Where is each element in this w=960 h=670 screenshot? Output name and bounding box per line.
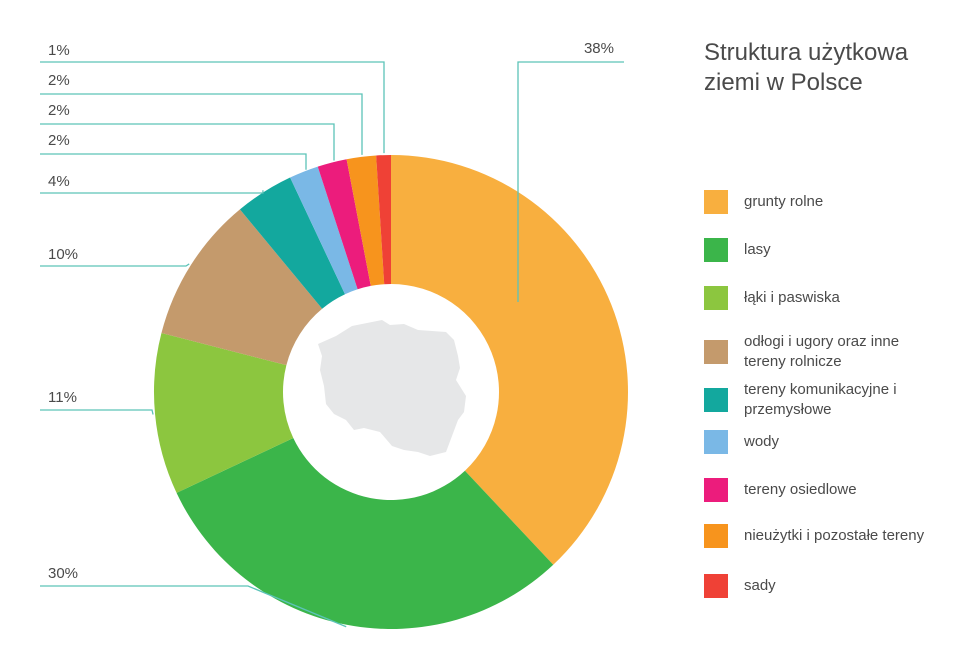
- percent-labels: 38% 30% 11% 10% 4% 2% 2% 2% 1%: [48, 40, 614, 582]
- slice-5: [290, 166, 358, 295]
- percent-label-2: 11%: [48, 389, 77, 406]
- legend-swatch: [704, 340, 728, 364]
- leader-line-3: [40, 263, 190, 267]
- leader-line-1: [40, 585, 347, 628]
- percent-label-3: 10%: [48, 246, 78, 263]
- slice-3: [161, 209, 323, 366]
- legend-label: grunty rolne: [744, 193, 824, 210]
- slice-7: [346, 155, 385, 286]
- legend-item: tereny komunikacyjne i przemysłowe: [704, 380, 944, 420]
- slice-1: [176, 437, 554, 629]
- legend-item: łąki i paswiska: [704, 286, 944, 310]
- legend-label: wody: [744, 433, 780, 450]
- legend-swatch: [704, 524, 728, 548]
- legend-label: łąki i paswiska: [744, 289, 840, 306]
- leader-line-4: [40, 190, 264, 194]
- legend-swatch: [704, 190, 728, 214]
- legend-item: sady: [704, 574, 944, 598]
- legend-swatch: [704, 388, 728, 412]
- legend-swatch: [704, 574, 728, 598]
- percent-label-6: 2%: [48, 102, 70, 119]
- leader-line-6: [40, 123, 335, 161]
- slice-4: [239, 177, 346, 309]
- donut-slices: [153, 155, 628, 629]
- legend-item: tereny osiedlowe: [704, 478, 944, 502]
- leader-line-5: [40, 153, 307, 170]
- percent-label-4: 4%: [48, 173, 70, 190]
- leader-line-0: [517, 61, 624, 303]
- legend-swatch: [704, 286, 728, 310]
- legend-label: nieużytki i pozostałe tereny: [744, 527, 925, 544]
- legend-label: lasy: [744, 241, 771, 258]
- chart-title: Struktura użytkowa ziemi w Polsce: [704, 39, 909, 96]
- legend-swatch: [704, 478, 728, 502]
- legend-label: tereny osiedlowe: [744, 481, 857, 498]
- leader-line-7: [40, 93, 363, 155]
- legend-label: odłogi i ugory oraz inne tereny rolnicze: [744, 333, 900, 370]
- leader-line-8: [40, 61, 385, 154]
- percent-label-7: 2%: [48, 72, 70, 89]
- percent-label-8: 1%: [48, 42, 70, 59]
- legend-item: odłogi i ugory oraz inne tereny rolnicze: [704, 332, 944, 372]
- slice-6: [317, 159, 371, 290]
- leader-line-2: [40, 409, 154, 415]
- legend-swatch: [704, 238, 728, 262]
- poland-map-icon: [318, 320, 466, 456]
- legend-item: nieużytki i pozostałe tereny: [704, 524, 944, 548]
- legend-label: tereny komunikacyjne i przemysłowe: [744, 381, 897, 418]
- percent-label-0: 38%: [584, 40, 614, 57]
- percent-label-1: 30%: [48, 565, 78, 582]
- percent-label-5: 2%: [48, 132, 70, 149]
- slice-0: [391, 155, 628, 565]
- slice-8: [376, 155, 391, 285]
- legend-label: sady: [744, 577, 776, 594]
- slice-2: [153, 333, 294, 493]
- legend-swatch: [704, 430, 728, 454]
- legend-item: wody: [704, 430, 944, 454]
- legend-item: lasy: [704, 238, 944, 262]
- legend-item: grunty rolne: [704, 190, 944, 214]
- leader-lines: [40, 61, 624, 628]
